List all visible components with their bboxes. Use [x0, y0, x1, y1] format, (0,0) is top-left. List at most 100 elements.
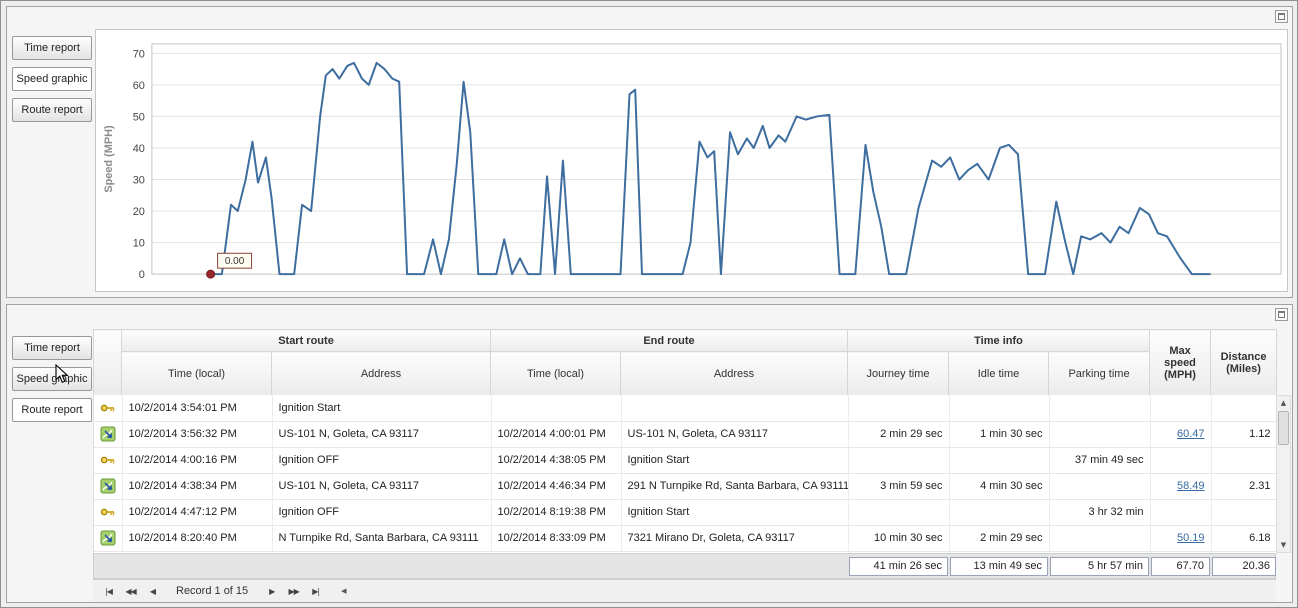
column-header-max-speed[interactable]: Max speed (MPH): [1149, 329, 1212, 396]
summary-parking-time: 5 hr 57 min: [1050, 556, 1149, 576]
cell-max-speed: [1150, 447, 1212, 474]
cell-end-time: 10/2/2014 4:46:34 PM: [491, 473, 622, 500]
table-row[interactable]: 10/2/2014 3:54:01 PM Ignition Start: [94, 395, 1276, 422]
cell-start-address: Ignition Start: [272, 395, 492, 422]
cell-end-address: Ignition Start: [621, 499, 849, 526]
cell-end-address: Ignition Start: [621, 447, 849, 474]
bottom-tab-speed-graphic[interactable]: Speed graphic: [12, 367, 92, 391]
cell-journey-time: [848, 447, 950, 474]
cell-idle-time: 1 min 30 sec: [949, 421, 1050, 448]
summary-journey-time: 41 min 26 sec: [849, 556, 948, 576]
cell-journey-time: [848, 499, 950, 526]
cell-start-time: 10/2/2014 4:00:16 PM: [122, 447, 273, 474]
speed-chart: 0 10 20 30 40 50 60 70 Speed (MPH) 0.00: [95, 29, 1288, 292]
svg-text:30: 30: [133, 175, 145, 187]
table-row[interactable]: 10/2/2014 8:20:40 PM N Turnpike Rd, Sant…: [94, 525, 1276, 552]
column-header-idle-time[interactable]: Idle time: [948, 351, 1049, 396]
cell-distance: 6.18: [1211, 525, 1276, 552]
column-header-start-time[interactable]: Time (local): [121, 351, 272, 396]
table-row[interactable]: 10/2/2014 4:38:34 PM US-101 N, Goleta, C…: [94, 473, 1276, 500]
group-header-end-route[interactable]: End route: [490, 329, 848, 352]
hscroll-left-arrow-icon[interactable]: ◀: [341, 587, 347, 595]
cell-journey-time: 3 min 59 sec: [848, 473, 950, 500]
column-header-end-address[interactable]: Address: [620, 351, 848, 396]
scroll-down-arrow-icon[interactable]: ▼: [1280, 541, 1287, 549]
max-speed-link[interactable]: 60.47: [1176, 428, 1205, 440]
table-row[interactable]: 10/2/2014 4:47:12 PM Ignition OFF 10/2/2…: [94, 499, 1276, 526]
cell-end-time: 10/2/2014 4:00:01 PM: [491, 421, 622, 448]
top-tab-speed-graphic[interactable]: Speed graphic: [12, 67, 92, 91]
top-panel-collapse-button[interactable]: [1275, 10, 1288, 23]
table-row[interactable]: 10/2/2014 3:56:32 PM US-101 N, Goleta, C…: [94, 421, 1276, 448]
cell-start-address: US-101 N, Goleta, CA 93117: [272, 421, 492, 448]
svg-text:10: 10: [133, 238, 145, 250]
record-count-label: Record 1 of 15: [176, 585, 249, 597]
cell-end-time: [491, 395, 622, 422]
cell-start-time: 10/2/2014 4:47:12 PM: [122, 499, 273, 526]
max-speed-link[interactable]: 58.49: [1176, 480, 1205, 492]
cell-parking-time: 3 hr 32 min: [1049, 499, 1151, 526]
cell-start-time: 10/2/2014 3:54:01 PM: [122, 395, 273, 422]
column-header-start-address[interactable]: Address: [271, 351, 491, 396]
svg-text:70: 70: [133, 48, 145, 60]
next-record-button[interactable]: ▶: [261, 583, 282, 600]
column-header-journey-time[interactable]: Journey time: [847, 351, 949, 396]
cell-idle-time: [949, 499, 1050, 526]
cell-end-address: 291 N Turnpike Rd, Santa Barbara, CA 931…: [621, 473, 849, 500]
cell-journey-time: 2 min 29 sec: [848, 421, 950, 448]
cell-distance: [1211, 447, 1276, 474]
cell-start-address: N Turnpike Rd, Santa Barbara, CA 93111: [272, 525, 492, 552]
bottom-panel-collapse-button[interactable]: [1275, 308, 1288, 321]
cell-idle-time: [949, 447, 1050, 474]
icon-column-header: [93, 329, 122, 396]
prev-record-button[interactable]: ◀: [142, 583, 163, 600]
cell-end-time: 10/2/2014 4:38:05 PM: [491, 447, 622, 474]
svg-text:50: 50: [133, 111, 145, 123]
cell-journey-time: [848, 395, 950, 422]
prev-page-button[interactable]: ◀◀: [120, 583, 141, 600]
last-record-button[interactable]: ▶|: [305, 583, 326, 600]
svg-text:60: 60: [133, 80, 145, 92]
top-tab-route-report[interactable]: Route report: [12, 98, 92, 122]
table-row[interactable]: 10/2/2014 4:00:16 PM Ignition OFF 10/2/2…: [94, 447, 1276, 474]
svg-text:Speed (MPH): Speed (MPH): [103, 125, 115, 193]
next-page-button[interactable]: ▶▶: [283, 583, 304, 600]
speed-chart-svg: 0 10 20 30 40 50 60 70 Speed (MPH) 0.00: [103, 43, 1282, 281]
bottom-tab-time-report[interactable]: Time report: [12, 336, 92, 360]
cell-end-address: 7321 Mirano Dr, Goleta, CA 93117: [621, 525, 849, 552]
cell-start-address: Ignition OFF: [272, 447, 492, 474]
scroll-up-arrow-icon[interactable]: ▲: [1280, 399, 1287, 407]
cell-start-address: Ignition OFF: [272, 499, 492, 526]
route-icon: [99, 530, 116, 546]
cell-max-speed: [1150, 499, 1212, 526]
summary-idle-time: 13 min 49 sec: [950, 556, 1048, 576]
max-speed-link[interactable]: 50.19: [1176, 532, 1205, 544]
speed-graphic-panel: Time report Speed graphic Route report 0…: [6, 6, 1293, 298]
group-header-start-route[interactable]: Start route: [121, 329, 491, 352]
cell-end-time: 10/2/2014 8:33:09 PM: [491, 525, 622, 552]
scrollbar-thumb[interactable]: [1278, 411, 1289, 445]
cell-idle-time: 4 min 30 sec: [949, 473, 1050, 500]
route-icon: [99, 478, 116, 494]
bottom-tab-route-report[interactable]: Route report: [12, 398, 92, 422]
route-table-body: 10/2/2014 3:54:01 PM Ignition Start 10/2…: [93, 395, 1276, 553]
cell-parking-time: [1049, 421, 1151, 448]
group-header-time-info[interactable]: Time info: [846, 329, 1151, 352]
record-navigator: |◀ ◀◀ ◀ Record 1 of 15 ▶ ▶▶ ▶| ◀: [93, 579, 1276, 602]
column-header-end-time[interactable]: Time (local): [490, 351, 621, 396]
column-header-parking-time[interactable]: Parking time: [1047, 351, 1151, 396]
top-tab-time-report[interactable]: Time report: [12, 36, 92, 60]
vertical-scrollbar[interactable]: ▲ ▼: [1276, 395, 1291, 553]
key-icon: [100, 508, 115, 517]
cell-distance: [1211, 499, 1276, 526]
summary-distance: 20.36: [1212, 556, 1276, 576]
cell-idle-time: [949, 395, 1050, 422]
cell-start-address: US-101 N, Goleta, CA 93117: [272, 473, 492, 500]
cell-start-time: 10/2/2014 8:20:40 PM: [122, 525, 273, 552]
column-header-distance[interactable]: Distance (Miles): [1210, 329, 1278, 396]
cell-start-time: 10/2/2014 3:56:32 PM: [122, 421, 273, 448]
cell-end-time: 10/2/2014 8:19:38 PM: [491, 499, 622, 526]
first-record-button[interactable]: |◀: [98, 583, 119, 600]
cell-journey-time: 10 min 30 sec: [848, 525, 950, 552]
